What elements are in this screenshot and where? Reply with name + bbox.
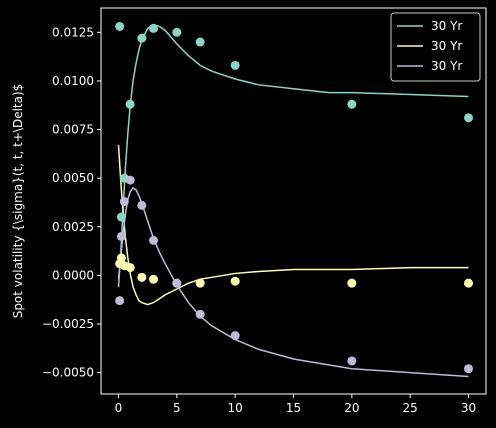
- legend-label: 30 Yr: [431, 59, 462, 73]
- x-tick-label: 25: [403, 401, 418, 415]
- y-tick-label: −0.0050: [42, 366, 94, 380]
- y-tick-label: 0.0100: [52, 74, 94, 88]
- series-2-curve: [117, 145, 469, 306]
- series-3-point: [119, 196, 129, 206]
- legend-label: 30 Yr: [431, 19, 462, 33]
- x-tick-label: 20: [344, 401, 359, 415]
- series-1-point: [195, 37, 205, 47]
- x-tick-label: 10: [228, 401, 243, 415]
- series-2-point: [149, 274, 158, 284]
- series-3-point: [230, 331, 240, 341]
- x-tick-label: 0: [115, 401, 123, 415]
- legend-label: 30 Yr: [431, 39, 462, 53]
- series-1-point: [172, 27, 182, 37]
- y-tick-label: 0.0025: [52, 220, 94, 234]
- series-1-point: [116, 212, 126, 222]
- series-2-point: [137, 272, 147, 282]
- y-tick-label: −0.0025: [42, 317, 94, 331]
- legend: 30 Yr 30 Yr 30 Yr: [390, 12, 481, 82]
- series-1-point: [149, 23, 158, 33]
- y-tick-label: 0.0075: [52, 123, 94, 137]
- series-3-point: [195, 309, 205, 319]
- series-3-point: [116, 231, 126, 241]
- x-axis: 0 5 10 15 20 25 30: [115, 394, 476, 415]
- series-3-point: [464, 364, 473, 374]
- plot-series: [115, 21, 473, 378]
- series-3-point: [149, 235, 158, 245]
- x-tick-label: 15: [286, 401, 301, 415]
- series-2-point: [230, 276, 240, 286]
- legend-box: [390, 12, 481, 82]
- y-axis-label: Spot volatility {\sigma}(t, t, t+\Delta)…: [11, 84, 25, 319]
- series-2-point: [347, 278, 357, 288]
- series-1-curve: [117, 23, 469, 288]
- series-2-point: [125, 263, 135, 273]
- series-1-point: [137, 33, 147, 43]
- x-tick-label: 5: [173, 401, 181, 415]
- y-axis: −0.0050 −0.0025 0.0000 0.0025 0.0050 0.0075 0.…: [42, 25, 101, 380]
- series-3-point: [125, 175, 135, 185]
- series-2-point: [464, 278, 473, 288]
- series-1-point: [347, 99, 357, 109]
- series-1-point: [125, 99, 135, 109]
- series-3-point: [172, 278, 182, 288]
- series-2-point: [195, 278, 205, 288]
- series-1-point: [464, 113, 473, 123]
- series-1-point: [230, 60, 240, 70]
- series-3-point: [115, 296, 125, 306]
- y-tick-label: 0.0125: [52, 25, 94, 39]
- series-2-point: [116, 253, 126, 263]
- y-tick-label: 0.0050: [52, 171, 94, 185]
- series-1-point: [115, 21, 125, 31]
- series-3-point: [137, 200, 147, 210]
- series-3-point: [347, 356, 357, 366]
- y-tick-label: 0.0000: [52, 268, 94, 282]
- x-tick-label: 30: [461, 401, 476, 415]
